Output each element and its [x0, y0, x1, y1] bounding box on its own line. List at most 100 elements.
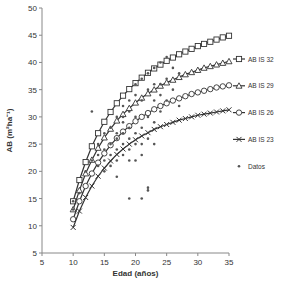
series-marker: [126, 105, 132, 110]
x-tick-label: 35: [225, 258, 234, 267]
series-marker: [145, 90, 151, 95]
data-point: [134, 132, 137, 135]
data-point: [140, 143, 143, 146]
series-marker: [158, 62, 163, 67]
data-point: [103, 132, 106, 135]
series-marker: [164, 122, 169, 127]
data-point: [91, 110, 94, 113]
data-point: [116, 137, 119, 140]
series-marker: [170, 120, 175, 125]
series-line: [73, 36, 229, 202]
series-marker: [201, 65, 207, 70]
y-tick-label: 20: [28, 167, 37, 176]
series-marker: [71, 225, 76, 230]
data-point: [140, 126, 143, 129]
data-point: [128, 148, 131, 151]
data-point: [140, 99, 143, 102]
series-marker: [189, 46, 194, 51]
data-point: [140, 77, 143, 80]
series-marker: [176, 74, 182, 79]
series-marker: [164, 80, 170, 85]
series-marker: [220, 60, 226, 65]
series-marker: [182, 71, 188, 76]
data-point: [116, 175, 119, 178]
series-marker: [114, 135, 119, 140]
series-marker: [177, 52, 182, 57]
data-point: [147, 116, 150, 119]
series-marker: [77, 199, 82, 204]
data-point: [159, 83, 162, 86]
series-marker: [170, 77, 176, 82]
series-marker: [170, 98, 175, 103]
series-marker: [208, 111, 213, 116]
series-marker: [183, 49, 188, 54]
series-marker: [108, 109, 113, 114]
series-marker: [145, 110, 150, 115]
legend-marker: [236, 110, 241, 115]
y-tick: [39, 8, 42, 9]
legend-marker: [237, 137, 242, 142]
series-marker: [89, 157, 95, 162]
legend-label: AB IS 23: [248, 136, 274, 143]
data-point: [97, 143, 100, 146]
y-tick: [39, 225, 42, 226]
data-point: [178, 72, 181, 75]
data-point: [109, 165, 112, 168]
series-marker: [83, 195, 88, 200]
series-marker: [195, 44, 200, 49]
data-point: [103, 170, 106, 173]
series-marker: [83, 171, 89, 176]
legend-label: AB IS 32: [248, 56, 274, 63]
x-tick-label: 25: [162, 258, 171, 267]
series-marker: [201, 41, 206, 46]
y-tick: [39, 35, 42, 36]
series-marker: [89, 171, 94, 176]
data-point: [78, 192, 81, 195]
data-point: [116, 116, 119, 119]
data-point: [103, 148, 106, 151]
x-tick: [229, 253, 230, 256]
series-line: [73, 85, 229, 219]
x-tick: [135, 253, 136, 256]
legend-marker: [236, 56, 241, 61]
legend-marker: [236, 83, 242, 88]
series-marker: [152, 66, 157, 71]
data-point: [116, 159, 119, 162]
series-marker: [176, 96, 181, 101]
series-marker: [208, 39, 213, 44]
series-marker: [207, 63, 213, 68]
data-point: [165, 56, 168, 59]
data-point: [134, 143, 137, 146]
series-marker: [139, 114, 144, 119]
y-tick-label: 35: [28, 86, 37, 95]
y-tick: [39, 62, 42, 63]
series-marker: [95, 145, 101, 150]
data-point: [147, 137, 150, 140]
series-marker: [214, 109, 219, 114]
data-point: [128, 137, 131, 140]
series-marker: [164, 58, 169, 63]
y-tick-label: 50: [28, 4, 37, 13]
x-tick-label: 10: [69, 258, 78, 267]
series-marker: [177, 118, 182, 123]
data-point: [109, 154, 112, 157]
data-point: [122, 105, 125, 108]
series-marker: [133, 119, 138, 124]
series-marker: [102, 166, 107, 171]
series-marker: [101, 135, 107, 140]
data-point: [159, 61, 162, 64]
data-point: [84, 170, 87, 173]
series-marker: [121, 147, 126, 152]
series-marker: [189, 69, 195, 74]
x-tick-label: 30: [193, 258, 202, 267]
x-tick-label: 15: [100, 258, 109, 267]
data-point: [128, 197, 131, 200]
data-point: [109, 126, 112, 129]
data-point: [97, 154, 100, 157]
y-axis-label: AB (m²ha⁻¹): [5, 108, 14, 152]
series-marker: [195, 90, 200, 95]
y-tick: [39, 89, 42, 90]
y-tick: [39, 171, 42, 172]
data-point: [159, 94, 162, 97]
data-point: [116, 132, 119, 135]
